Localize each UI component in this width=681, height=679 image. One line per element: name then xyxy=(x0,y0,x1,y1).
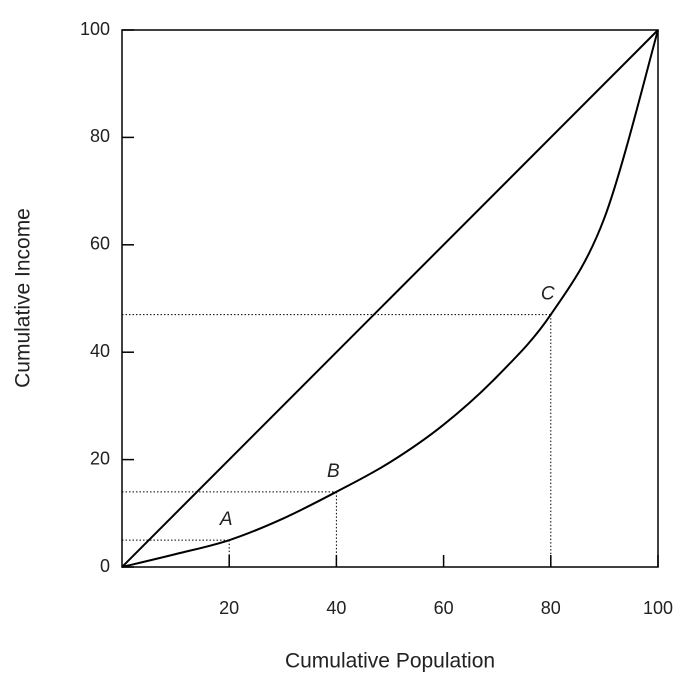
plot-frame xyxy=(121,29,659,568)
y-tick-label: 60 xyxy=(90,234,110,254)
x-tick-label: 20 xyxy=(219,598,239,618)
y-axis-title: Cumulative Income xyxy=(12,208,35,388)
x-tick-label: 100 xyxy=(643,598,673,618)
point-label: A xyxy=(219,509,233,530)
x-tick-label: 80 xyxy=(541,598,561,618)
x-tick-label: 60 xyxy=(434,598,454,618)
x-axis-title: Cumulative Population xyxy=(285,650,495,673)
point-label: C xyxy=(541,284,555,305)
point-label: B xyxy=(327,461,340,482)
y-tick-label: 100 xyxy=(80,19,110,39)
y-tick-label: 20 xyxy=(90,448,110,468)
x-tick-label: 40 xyxy=(326,598,346,618)
curve xyxy=(121,29,659,568)
curve xyxy=(121,29,659,568)
y-tick-label: 0 xyxy=(100,556,110,576)
y-tick-label: 40 xyxy=(90,341,110,361)
y-tick-label: 80 xyxy=(90,126,110,146)
